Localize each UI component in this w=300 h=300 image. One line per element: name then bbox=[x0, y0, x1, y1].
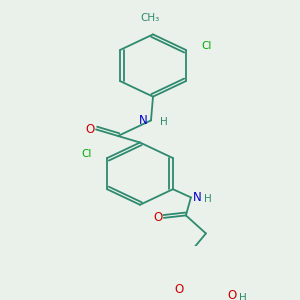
Text: N: N bbox=[193, 191, 202, 204]
Text: H: H bbox=[160, 117, 168, 127]
Text: O: O bbox=[174, 284, 184, 296]
Text: O: O bbox=[153, 212, 163, 224]
Text: Cl: Cl bbox=[82, 149, 92, 159]
Text: O: O bbox=[85, 123, 94, 136]
Text: H: H bbox=[204, 194, 212, 204]
Text: O: O bbox=[227, 289, 236, 300]
Text: N: N bbox=[139, 114, 148, 127]
Text: Cl: Cl bbox=[201, 41, 211, 51]
Text: CH₃: CH₃ bbox=[140, 13, 160, 23]
Text: H: H bbox=[239, 293, 247, 300]
